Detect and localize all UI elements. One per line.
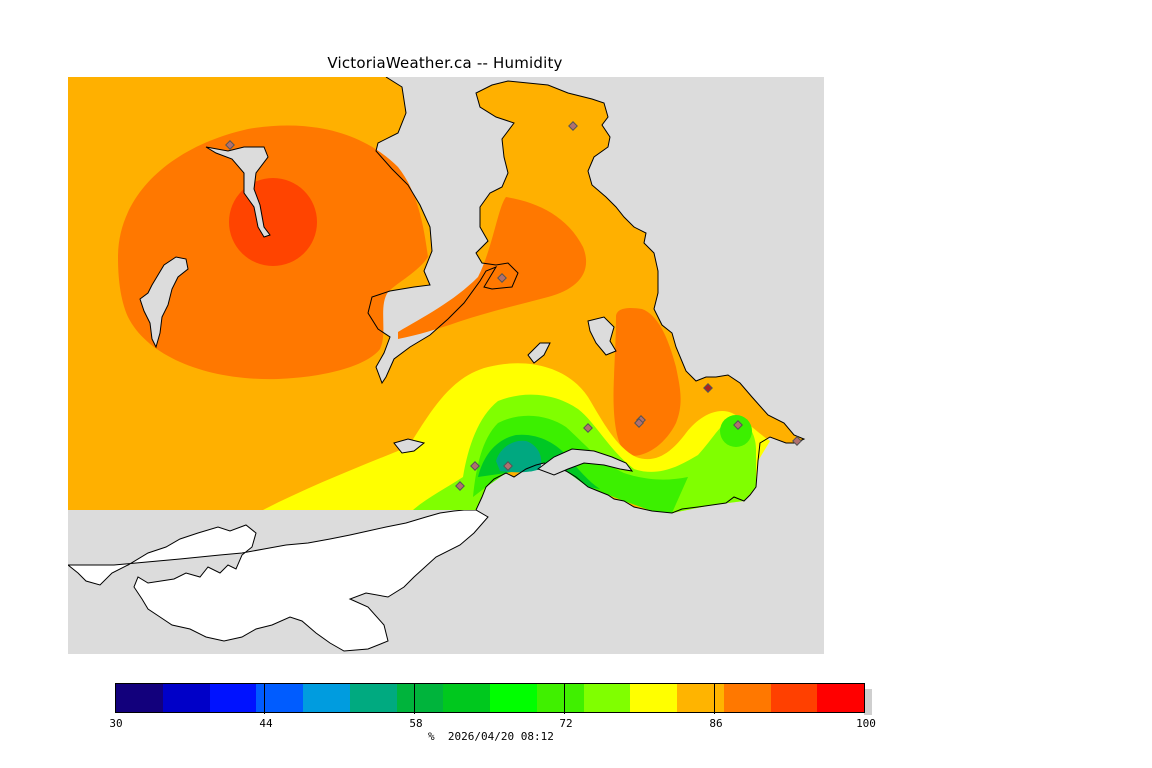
contour-90-core bbox=[229, 178, 317, 266]
station-marker bbox=[470, 461, 480, 471]
inlet-small bbox=[527, 342, 551, 364]
lake-west bbox=[205, 146, 271, 238]
legend-swatch bbox=[630, 684, 677, 712]
legend-tick-line bbox=[414, 684, 415, 714]
olympic-peninsula-land bbox=[68, 509, 489, 652]
contour-86-east bbox=[613, 307, 681, 456]
legend-swatch bbox=[396, 684, 444, 712]
timestamp: 2026/04/20 08:12 bbox=[447, 730, 554, 743]
contour-72-east bbox=[720, 415, 752, 447]
station-markers bbox=[225, 121, 802, 491]
legend-swatch bbox=[443, 684, 490, 712]
station-marker bbox=[497, 273, 507, 283]
legend-footer: % 2026/04/20 08:12 bbox=[428, 730, 554, 743]
station-marker bbox=[703, 383, 713, 393]
legend-shadow bbox=[864, 689, 872, 715]
islet bbox=[393, 438, 426, 454]
legend-swatch bbox=[536, 684, 584, 712]
station-marker bbox=[568, 121, 578, 131]
station-marker bbox=[455, 481, 465, 491]
legend-swatch bbox=[817, 684, 864, 712]
legend-tick-label: 72 bbox=[559, 717, 573, 730]
legend-tick-line bbox=[714, 684, 715, 714]
coastline bbox=[367, 77, 806, 514]
station-marker bbox=[792, 436, 802, 446]
legend-tick-line bbox=[564, 684, 565, 714]
legend-tick-label: 58 bbox=[409, 717, 423, 730]
inlet-east bbox=[587, 316, 617, 356]
legend-swatch bbox=[303, 684, 350, 712]
station-marker bbox=[503, 461, 513, 471]
station-marker bbox=[583, 423, 593, 433]
legend-tick-label: 100 bbox=[856, 717, 876, 730]
legend-swatch bbox=[209, 684, 257, 712]
humidity-map bbox=[68, 77, 824, 654]
contour-86-central bbox=[398, 197, 587, 339]
unit-label: % bbox=[428, 730, 435, 743]
legend-tick-label: 44 bbox=[259, 717, 273, 730]
legend-swatch bbox=[490, 684, 537, 712]
legend-swatch bbox=[677, 684, 724, 712]
legend-tick-label: 86 bbox=[709, 717, 723, 730]
humidity-legend-bar bbox=[115, 683, 865, 713]
station-marker bbox=[733, 420, 743, 430]
legend-tick-label: 30 bbox=[109, 717, 123, 730]
harbour-inlet bbox=[536, 448, 634, 476]
legend-swatch bbox=[162, 684, 210, 712]
map-title: VictoriaWeather.ca -- Humidity bbox=[327, 54, 563, 72]
legend-swatch bbox=[723, 684, 771, 712]
lake-south bbox=[139, 256, 189, 349]
station-marker bbox=[225, 140, 235, 150]
legend-tick-line bbox=[264, 684, 265, 714]
legend-swatch bbox=[349, 684, 397, 712]
legend-swatch bbox=[116, 684, 163, 712]
legend-swatch bbox=[770, 684, 818, 712]
legend-swatch bbox=[583, 684, 631, 712]
station-marker bbox=[634, 418, 644, 428]
